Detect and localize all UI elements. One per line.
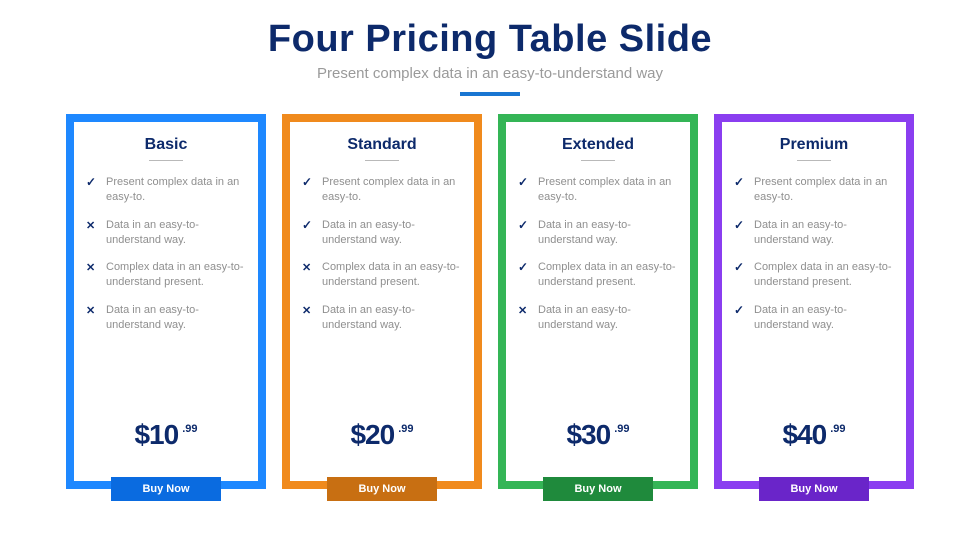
check-icon — [734, 176, 746, 188]
price: $30 .99 — [518, 419, 678, 451]
price: $20 .99 — [302, 419, 462, 451]
feature-text: Present complex data in an easy-to. — [322, 175, 462, 205]
plan-name-underline — [797, 160, 831, 161]
pricing-cards-row: Basic Present complex data in an easy-to… — [0, 114, 980, 489]
price-main: $20 — [350, 419, 394, 451]
feature-text: Data in an easy-to-understand way. — [754, 218, 894, 248]
check-icon — [302, 219, 314, 231]
feature-text: Complex data in an easy-to-understand pr… — [106, 260, 246, 290]
price-main: $10 — [134, 419, 178, 451]
feature-list: Present complex data in an easy-to. Data… — [518, 175, 678, 333]
buy-now-button[interactable]: Buy Now — [111, 477, 221, 501]
price: $10 .99 — [86, 419, 246, 451]
feature-item: Data in an easy-to-understand way. — [86, 218, 246, 248]
feature-item: Data in an easy-to-understand way. — [302, 303, 462, 333]
feature-text: Complex data in an easy-to-understand pr… — [322, 260, 462, 290]
feature-list: Present complex data in an easy-to. Data… — [86, 175, 246, 333]
check-icon — [518, 176, 530, 188]
feature-item: Complex data in an easy-to-understand pr… — [302, 260, 462, 290]
price-cents: .99 — [830, 423, 845, 435]
feature-text: Present complex data in an easy-to. — [754, 175, 894, 205]
page-subtitle: Present complex data in an easy-to-under… — [317, 65, 663, 82]
check-icon — [518, 261, 530, 273]
buy-now-button[interactable]: Buy Now — [759, 477, 869, 501]
feature-text: Data in an easy-to-understand way. — [538, 303, 678, 333]
feature-list: Present complex data in an easy-to. Data… — [734, 175, 894, 333]
feature-item: Present complex data in an easy-to. — [86, 175, 246, 205]
plan-name-underline — [365, 160, 399, 161]
feature-text: Complex data in an easy-to-understand pr… — [754, 260, 894, 290]
pricing-card-basic: Basic Present complex data in an easy-to… — [66, 114, 266, 489]
cross-icon — [302, 261, 314, 273]
feature-text: Data in an easy-to-understand way. — [106, 218, 246, 248]
check-icon — [302, 176, 314, 188]
check-icon — [734, 219, 746, 231]
feature-item: Data in an easy-to-understand way. — [86, 303, 246, 333]
feature-item: Complex data in an easy-to-understand pr… — [86, 260, 246, 290]
cross-icon — [518, 304, 530, 316]
feature-item: Complex data in an easy-to-understand pr… — [734, 260, 894, 290]
feature-item: Present complex data in an easy-to. — [734, 175, 894, 205]
feature-item: Data in an easy-to-understand way. — [302, 218, 462, 248]
plan-name-underline — [149, 160, 183, 161]
cross-icon — [302, 304, 314, 316]
feature-item: Present complex data in an easy-to. — [302, 175, 462, 205]
price-cents: .99 — [398, 423, 413, 435]
cross-icon — [86, 219, 98, 231]
price-cents: .99 — [614, 423, 629, 435]
plan-name: Premium — [734, 136, 894, 154]
buy-now-button[interactable]: Buy Now — [327, 477, 437, 501]
feature-item: Complex data in an easy-to-understand pr… — [518, 260, 678, 290]
price-main: $30 — [566, 419, 610, 451]
feature-text: Data in an easy-to-understand way. — [106, 303, 246, 333]
feature-text: Data in an easy-to-understand way. — [322, 303, 462, 333]
feature-item: Present complex data in an easy-to. — [518, 175, 678, 205]
plan-name-underline — [581, 160, 615, 161]
price: $40 .99 — [734, 419, 894, 451]
pricing-card-extended: Extended Present complex data in an easy… — [498, 114, 698, 489]
feature-text: Present complex data in an easy-to. — [106, 175, 246, 205]
pricing-card-standard: Standard Present complex data in an easy… — [282, 114, 482, 489]
feature-list: Present complex data in an easy-to. Data… — [302, 175, 462, 333]
price-main: $40 — [782, 419, 826, 451]
feature-text: Complex data in an easy-to-understand pr… — [538, 260, 678, 290]
plan-name: Basic — [86, 136, 246, 154]
check-icon — [518, 219, 530, 231]
check-icon — [86, 176, 98, 188]
price-cents: .99 — [182, 423, 197, 435]
feature-item: Data in an easy-to-understand way. — [734, 218, 894, 248]
feature-item: Data in an easy-to-understand way. — [518, 303, 678, 333]
buy-now-button[interactable]: Buy Now — [543, 477, 653, 501]
feature-item: Data in an easy-to-understand way. — [734, 303, 894, 333]
feature-text: Data in an easy-to-understand way. — [538, 218, 678, 248]
cross-icon — [86, 304, 98, 316]
feature-item: Data in an easy-to-understand way. — [518, 218, 678, 248]
check-icon — [734, 261, 746, 273]
plan-name: Extended — [518, 136, 678, 154]
feature-text: Present complex data in an easy-to. — [538, 175, 678, 205]
pricing-card-premium: Premium Present complex data in an easy-… — [714, 114, 914, 489]
cross-icon — [86, 261, 98, 273]
plan-name: Standard — [302, 136, 462, 154]
page-title: Four Pricing Table Slide — [268, 18, 712, 61]
feature-text: Data in an easy-to-understand way. — [322, 218, 462, 248]
feature-text: Data in an easy-to-understand way. — [754, 303, 894, 333]
title-underline — [460, 92, 520, 96]
check-icon — [734, 304, 746, 316]
